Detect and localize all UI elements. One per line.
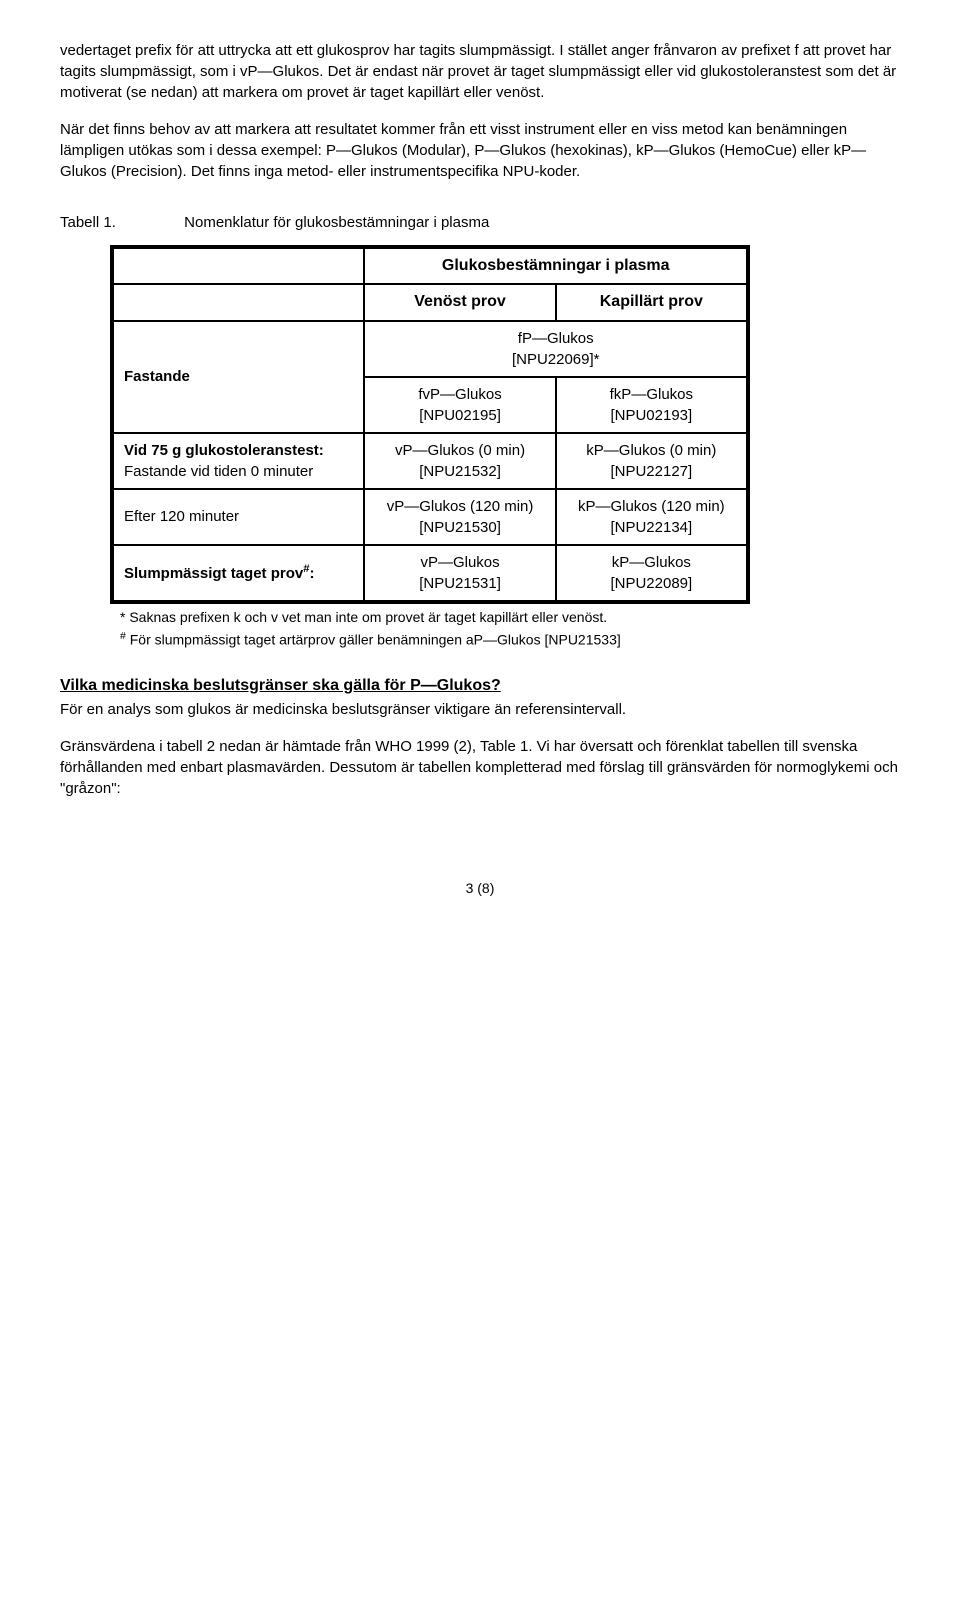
paragraph-1: vedertaget prefix för att uttrycka att e… bbox=[60, 40, 900, 103]
row-tolerans0-label-main: Vid 75 g glukostoleranstest: bbox=[124, 442, 324, 459]
paragraph-4: Gränsvärdena i tabell 2 nedan är hämtade… bbox=[60, 736, 900, 799]
col-kapillart: Kapillärt prov bbox=[556, 284, 748, 320]
row-fastande-kap: fkP—Glukos[NPU02193] bbox=[556, 377, 748, 433]
footnote-2: # För slumpmässigt taget artärprov gälle… bbox=[120, 629, 900, 650]
header-main: Glukosbestämningar i plasma bbox=[364, 247, 748, 284]
section-heading: Vilka medicinska beslutsgränser ska gäll… bbox=[60, 675, 900, 697]
page-number: 3 (8) bbox=[60, 879, 900, 899]
row-tolerans0-ven: vP—Glukos (0 min)[NPU21532] bbox=[364, 433, 555, 489]
row-tolerans120-kap: kP—Glukos (120 min)[NPU22134] bbox=[556, 489, 748, 545]
row-tolerans120-ven: vP—Glukos (120 min)[NPU21530] bbox=[364, 489, 555, 545]
row-tolerans120-label: Efter 120 minuter bbox=[112, 489, 364, 545]
row-fastande-label: Fastande bbox=[112, 321, 364, 433]
row-slump-ven: vP—Glukos[NPU21531] bbox=[364, 545, 555, 602]
row-slump-kap: kP—Glukos[NPU22089] bbox=[556, 545, 748, 602]
footnotes: * Saknas prefixen k och v vet man inte o… bbox=[120, 608, 900, 651]
table-title: Nomenklatur för glukosbestämningar i pla… bbox=[184, 214, 489, 231]
col-venost: Venöst prov bbox=[364, 284, 555, 320]
header-blank bbox=[112, 247, 364, 284]
row-tolerans0-label: Vid 75 g glukostoleranstest: Fastande vi… bbox=[112, 433, 364, 489]
paragraph-2: När det finns behov av att markera att r… bbox=[60, 119, 900, 182]
table-label: Tabell 1. bbox=[60, 212, 180, 233]
row-slump-label: Slumpmässigt taget prov#: bbox=[112, 545, 364, 602]
row-tolerans120-label-text: Efter 120 minuter bbox=[124, 508, 239, 525]
row-tolerans0-label-sub: Fastande vid tiden 0 minuter bbox=[124, 463, 313, 480]
footnote-1: * Saknas prefixen k och v vet man inte o… bbox=[120, 608, 900, 628]
row-tolerans0-kap: kP—Glukos (0 min)[NPU22127] bbox=[556, 433, 748, 489]
header-blank-2 bbox=[112, 284, 364, 320]
glukos-table: Glukosbestämningar i plasma Venöst prov … bbox=[110, 245, 750, 604]
table-caption: Tabell 1. Nomenklatur för glukosbestämni… bbox=[60, 212, 900, 233]
row-fastande-ven: fvP—Glukos[NPU02195] bbox=[364, 377, 555, 433]
paragraph-3: För en analys som glukos är medicinska b… bbox=[60, 699, 900, 720]
row-fastande-merged: fP—Glukos[NPU22069]* bbox=[364, 321, 748, 377]
